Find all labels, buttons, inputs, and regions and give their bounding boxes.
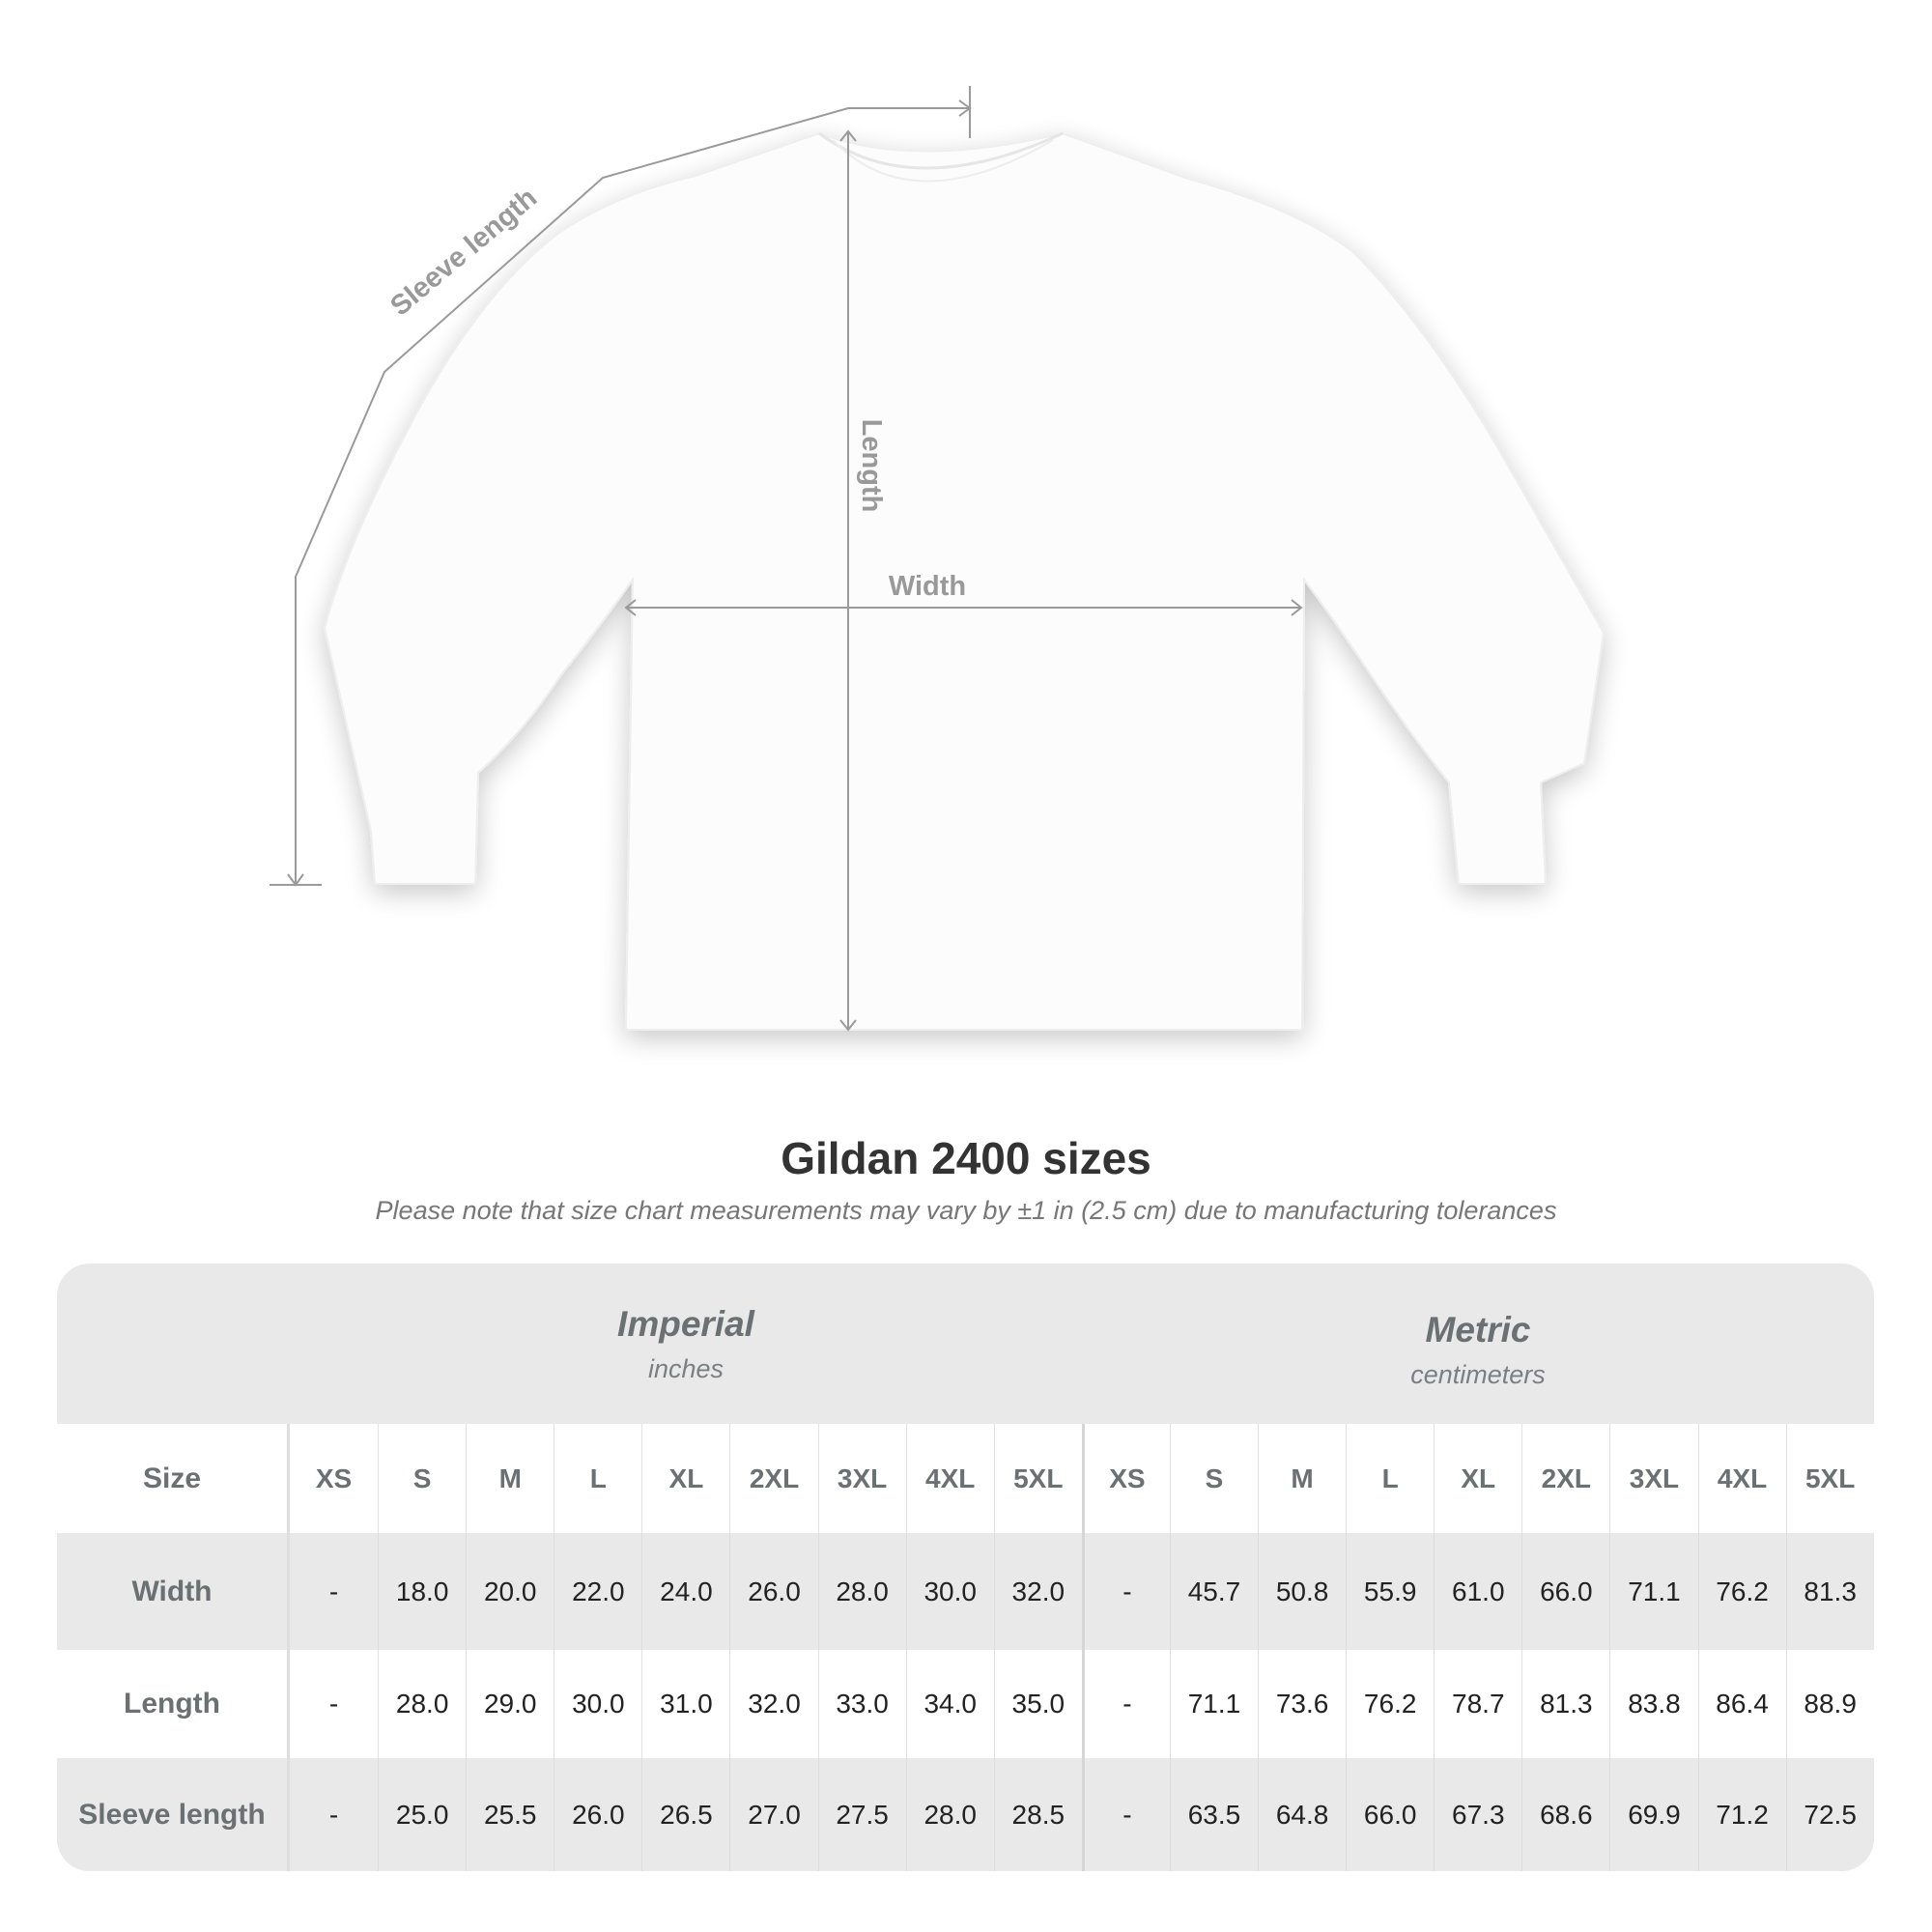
imperial-value-cell: 27.5 [817,1758,906,1871]
imperial-value-cell: 30.0 [554,1650,641,1758]
shirt-measurement-diagram: Sleeve length Length Width [270,86,1605,1032]
imperial-value-cell: 25.5 [466,1758,554,1871]
imperial-value-cell: 28.0 [378,1650,466,1758]
metric-value-cell: 68.6 [1521,1758,1609,1871]
imperial-size-m: M [466,1424,554,1533]
imperial-value-cell: 24.0 [641,1533,729,1650]
sleeve-length-line [295,107,970,885]
imperial-value-cell: 18.0 [378,1533,466,1650]
imperial-size-5xl: 5XL [993,1424,1082,1533]
metric-size-xs: XS [1081,1424,1170,1533]
imperial-value-cell: 25.0 [378,1758,466,1871]
metric-value-cell: 45.7 [1169,1533,1258,1650]
metric-value-cell: 86.4 [1697,1650,1786,1758]
imperial-value-cell: 28.0 [817,1533,906,1650]
imperial-title: Imperial [617,1304,754,1344]
imperial-size-xl: XL [641,1424,729,1533]
imperial-value-cell: 32.0 [993,1533,1082,1650]
metric-value-cell: 71.2 [1697,1758,1786,1871]
length-label: Length [856,419,887,513]
metric-value-cell: 76.2 [1346,1650,1434,1758]
size-chart-table: Imperial inches Metric centimeters Size X… [57,1264,1874,1871]
metric-size-4xl: 4XL [1697,1424,1786,1533]
imperial-value-cell: 30.0 [905,1533,994,1650]
metric-size-xl: XL [1434,1424,1521,1533]
imperial-value-cell: 27.0 [729,1758,817,1871]
metric-unit: centimeters [1410,1360,1546,1389]
imperial-value-cell: 26.0 [554,1758,641,1871]
metric-value-cell: 88.9 [1785,1650,1874,1758]
row-label: Length [57,1650,290,1758]
metric-size-3xl: 3XL [1609,1424,1697,1533]
imperial-value-cell: 22.0 [554,1533,641,1650]
metric-value-cell: 63.5 [1169,1758,1258,1871]
imperial-size-2xl: 2XL [729,1424,817,1533]
metric-value-cell: 78.7 [1434,1650,1521,1758]
imperial-value-cell: 26.0 [729,1533,817,1650]
metric-value-cell: - [1081,1533,1170,1650]
metric-value-cell: 72.5 [1785,1758,1874,1871]
metric-value-cell: 55.9 [1346,1533,1434,1650]
imperial-unit: inches [647,1354,724,1383]
size-header-label: Size [57,1424,290,1533]
metric-title: Metric [1425,1310,1531,1350]
imperial-value-cell: 34.0 [905,1650,994,1758]
metric-size-l: L [1346,1424,1434,1533]
metric-value-cell: 73.6 [1258,1650,1346,1758]
imperial-value-cell: 33.0 [817,1650,906,1758]
metric-value-cell: 81.3 [1521,1650,1609,1758]
imperial-value-cell: - [328,1689,339,1719]
metric-value-cell: 64.8 [1258,1758,1346,1871]
width-label: Width [889,571,966,602]
size-header-row: Size XS S M L XL 2XL 3XL 4XL 5XL XS S M L XL 2XL 3XL 4XL 5… [57,1424,1874,1533]
imperial-value-cell: 35.0 [993,1650,1082,1758]
imperial-value-cell: 32.0 [729,1650,817,1758]
metric-size-m: M [1258,1424,1346,1533]
row-label: Sleeve length [57,1758,290,1871]
imperial-value-cell: 26.5 [641,1758,729,1871]
metric-value-cell: 50.8 [1258,1533,1346,1650]
metric-size-s: S [1169,1424,1258,1533]
metric-value-cell: - [1081,1758,1170,1871]
imperial-value-cell: - [328,1799,339,1830]
metric-value-cell: - [1081,1650,1170,1758]
metric-value-cell: 81.3 [1785,1533,1874,1650]
metric-value-cell: 83.8 [1609,1650,1697,1758]
imperial-value-cell: 31.0 [641,1650,729,1758]
imperial-size-4xl: 4XL [905,1424,994,1533]
metric-value-cell: 69.9 [1609,1758,1697,1871]
metric-value-cell: 67.3 [1434,1758,1521,1871]
tolerance-note: Please note that size chart measurements… [375,1196,1557,1225]
page-title: Gildan 2400 sizes [781,1133,1151,1183]
imperial-value-cell: - [328,1576,339,1606]
metric-header: Metric centimeters [1082,1264,1874,1424]
imperial-value-cell: 28.0 [905,1758,994,1871]
imperial-value-cell: 20.0 [466,1533,554,1650]
imperial-size-xs: XS [315,1463,353,1493]
imperial-value-cell: 28.5 [993,1758,1082,1871]
table-row-length: Length -28.0 29.0 30.0 31.0 32.0 33.0 34.0 35.0-… [57,1650,1874,1758]
table-row-width: Width -18.0 20.0 22.0 24.0 26.0 28.0 30.0 32.0-4… [57,1533,1874,1650]
long-sleeve-shirt-image [323,131,1605,1031]
metric-value-cell: 61.0 [1434,1533,1521,1650]
metric-value-cell: 66.0 [1346,1758,1434,1871]
table-row-sleeve-length: Sleeve length -25.0 25.5 26.0 26.5 27.0 27.5 28… [57,1758,1874,1871]
row-label: Width [57,1533,290,1650]
metric-value-cell: 71.1 [1609,1533,1697,1650]
imperial-size-s: S [378,1424,466,1533]
imperial-size-3xl: 3XL [817,1424,906,1533]
metric-value-cell: 76.2 [1697,1533,1786,1650]
imperial-value-cell: 29.0 [466,1650,554,1758]
imperial-size-l: L [554,1424,641,1533]
metric-size-5xl: 5XL [1785,1424,1874,1533]
metric-value-cell: 71.1 [1169,1650,1258,1758]
metric-size-2xl: 2XL [1521,1424,1609,1533]
metric-value-cell: 66.0 [1521,1533,1609,1650]
measurement-lines [270,86,1303,1032]
imperial-header: Imperial inches [290,1264,1082,1424]
